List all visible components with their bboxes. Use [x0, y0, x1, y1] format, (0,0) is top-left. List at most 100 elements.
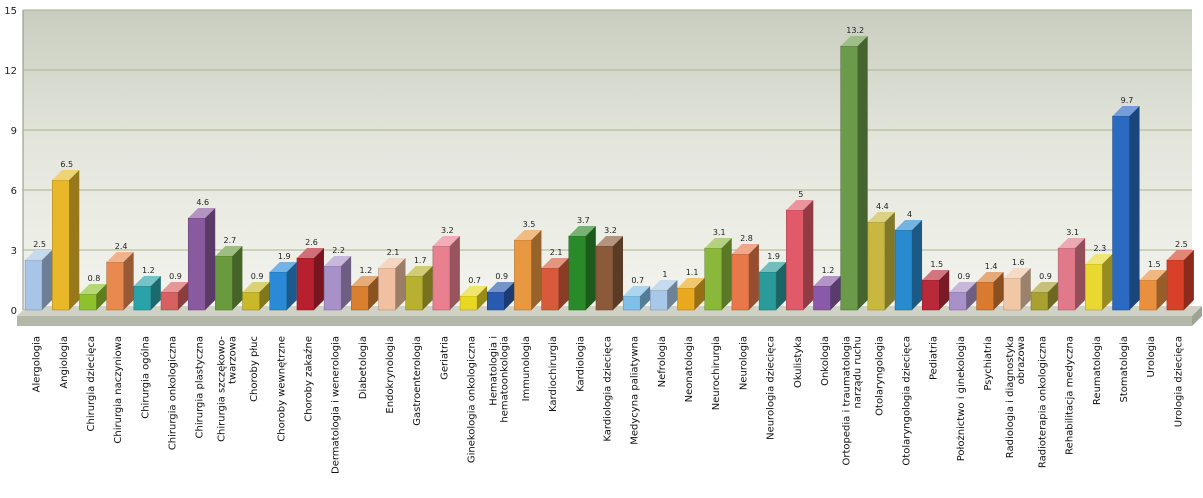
- bar-top: [949, 282, 977, 292]
- bar-front: [378, 267, 396, 311]
- bar: [106, 252, 134, 311]
- bar: [758, 262, 787, 311]
- bar: [1003, 268, 1031, 311]
- data-label: 1.5: [930, 260, 943, 269]
- category-label: Geriatria: [439, 336, 450, 380]
- bar-top: [106, 252, 134, 262]
- data-label: 4: [907, 210, 912, 219]
- bar: [1166, 250, 1194, 311]
- category-label: Kardiologia dziecięca: [603, 336, 614, 442]
- data-label: 4.4: [876, 202, 889, 211]
- y-axis-ticks: 0 3 6 9 12 15: [4, 6, 17, 317]
- bar-side: [96, 284, 107, 310]
- bar-side: [259, 282, 270, 310]
- bar-top: [1058, 238, 1086, 248]
- bar-side: [422, 266, 433, 310]
- bar-front: [514, 239, 532, 311]
- bar-side: [993, 272, 1004, 310]
- bar-front: [758, 271, 777, 311]
- bar: [677, 278, 705, 311]
- bar: [949, 282, 977, 311]
- bar-front: [242, 291, 260, 311]
- category-label: Położnictwo i ginekologia: [956, 336, 967, 461]
- bar: [921, 270, 950, 311]
- bar-front: [269, 271, 288, 311]
- bar: [351, 276, 379, 311]
- bar-front: [1003, 277, 1022, 311]
- bar-side: [1156, 270, 1167, 310]
- bar-side: [721, 238, 732, 310]
- bar-side: [42, 250, 53, 310]
- category-label: hematoonkologia: [499, 336, 510, 423]
- bar-side: [857, 36, 868, 310]
- bar-side: [1183, 250, 1194, 310]
- bar-top: [405, 266, 433, 276]
- bar: [487, 282, 515, 311]
- bar-top: [460, 286, 488, 296]
- bar: [568, 226, 596, 311]
- data-label: 2.6: [305, 238, 318, 247]
- category-label: Neurochirurgia: [711, 336, 722, 410]
- x-axis-labels: Alergologia Angiologia Chirurgia dziecięca…: [32, 336, 1185, 474]
- category-label: Chirurgia szczękowo-: [216, 336, 227, 442]
- bar: [1112, 106, 1140, 311]
- data-label: 1.1: [686, 268, 699, 277]
- bar: [459, 286, 488, 311]
- data-labels: 2.5 6.5 0.8 2.4 1.2 0.9 4.6 2.7 0.9 1.9 2.6 2.2 1.2 2…: [33, 26, 1188, 285]
- data-label: 0.7: [468, 276, 481, 285]
- category-label: Kardiologia: [575, 336, 586, 392]
- category-label: Dermatologia i wenerologia: [331, 336, 342, 474]
- data-label: 1.9: [767, 252, 780, 261]
- bar: [1139, 270, 1167, 311]
- bar-side: [585, 226, 596, 310]
- data-label: 0.9: [495, 272, 508, 281]
- bar-front: [921, 279, 940, 311]
- bar-top: [378, 258, 406, 268]
- bar-top: [487, 282, 515, 292]
- data-label: 2.5: [1175, 240, 1188, 249]
- bar-front: [323, 265, 342, 311]
- bar-front: [487, 291, 505, 311]
- bar: [1030, 282, 1058, 311]
- bar-side: [667, 280, 678, 310]
- bar-front: [1139, 279, 1157, 311]
- bar: [160, 282, 189, 311]
- bar-top: [1112, 106, 1140, 116]
- bar-front: [459, 295, 478, 311]
- category-label: Reumatologia: [1092, 336, 1103, 405]
- bar-side: [69, 170, 80, 310]
- bar: [976, 272, 1004, 311]
- bar-top: [351, 276, 379, 286]
- bar-front: [622, 295, 641, 311]
- category-label: Choroby zakaźne: [302, 336, 314, 422]
- bar-side: [232, 246, 243, 310]
- data-label: 13.2: [846, 26, 864, 35]
- category-label: Urologia: [1146, 336, 1157, 377]
- category-label: twarzowa: [227, 336, 238, 384]
- bars: [24, 36, 1194, 311]
- bar: [541, 258, 569, 311]
- category-label: Neurologia: [738, 336, 749, 390]
- category-label: Ortopedia i traumatologia: [842, 336, 853, 465]
- bar-side: [748, 244, 759, 310]
- bar-top: [596, 236, 623, 246]
- bar-front: [595, 245, 614, 311]
- bar-top: [188, 208, 216, 218]
- data-label: 3.1: [1066, 228, 1079, 237]
- bar-front: [949, 291, 967, 311]
- category-label: Chirurgia dziecięca: [86, 336, 97, 432]
- data-label: 2.2: [332, 246, 345, 255]
- bar: [840, 36, 868, 311]
- bar: [731, 244, 759, 311]
- data-label: 5: [798, 190, 803, 199]
- bar: [24, 250, 53, 311]
- bar-side: [558, 258, 569, 310]
- bar-top: [976, 272, 1004, 282]
- bar-top: [623, 286, 651, 296]
- bar-front: [405, 275, 423, 311]
- bar-front: [867, 221, 886, 311]
- bar-front: [24, 259, 43, 311]
- bar-front: [187, 217, 206, 311]
- data-label: 1.5: [1148, 260, 1161, 269]
- bar-front: [704, 247, 722, 311]
